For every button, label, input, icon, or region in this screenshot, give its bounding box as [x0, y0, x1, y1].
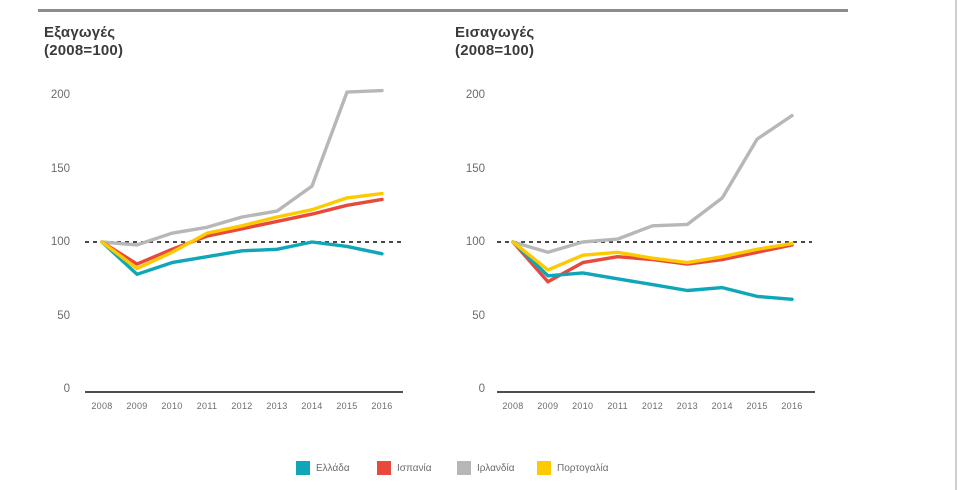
legend-swatch-ireland: [457, 461, 471, 475]
imports-title-subtext: (2008=100): [455, 42, 535, 59]
imports-line-portugal: [511, 240, 794, 272]
exports-xtick-2016: 2016: [371, 401, 393, 411]
imports-xtick-2008: 2008: [502, 401, 524, 411]
imports-xtick-2009: 2009: [537, 401, 559, 411]
imports-ytick-150: 150: [465, 162, 485, 175]
top-rule: [38, 9, 848, 12]
imports-ytick-0: 0: [478, 383, 485, 395]
imports-title-text: Εισαγωγές: [455, 24, 535, 41]
imports-xtick-2013: 2013: [676, 401, 698, 411]
imports-line-ireland: [511, 113, 794, 255]
exports-ytick-100: 100: [50, 236, 70, 248]
imports-chart-title: Εισαγωγές (2008=100): [455, 24, 534, 60]
exports-title-text: Εξαγωγές: [44, 24, 116, 41]
imports-xtick-2016: 2016: [781, 401, 803, 411]
page-right-border: [955, 0, 957, 490]
imports-xtick-2012: 2012: [641, 401, 664, 411]
legend-label-portugal: Πορτογαλία: [557, 463, 609, 474]
exports-ytick-150: 150: [50, 162, 70, 175]
imports-xtick-2010: 2010: [572, 401, 594, 411]
exports-xtick-2012: 2012: [231, 401, 253, 411]
imports-line-greece: [511, 240, 794, 301]
imports-ytick-200: 200: [465, 89, 485, 101]
imports-ytick-100: 100: [465, 236, 485, 248]
legend-label-spain: Ισπανία: [397, 463, 432, 474]
exports-xtick-2011: 2011: [196, 401, 218, 411]
exports-line-spain: [100, 197, 384, 266]
exports-ytick-0: 0: [63, 383, 70, 395]
imports-xtick-2011: 2011: [607, 401, 628, 411]
legend-swatch-portugal: [537, 461, 551, 475]
exports-xtick-2010: 2010: [161, 401, 183, 411]
exports-xtick-2015: 2015: [336, 401, 358, 411]
exports-chart-title: Εξαγωγές (2008=100): [44, 24, 123, 60]
exports-plot-area: [85, 88, 403, 393]
legend-swatch-spain: [377, 461, 391, 475]
exports-xtick-2009: 2009: [126, 401, 148, 411]
imports-ytick-50: 50: [472, 309, 485, 322]
exports-line-greece: [100, 240, 384, 276]
imports-xtick-2014: 2014: [711, 401, 733, 411]
legend-label-ireland: Ιρλανδία: [477, 463, 515, 474]
exports-line-portugal: [100, 191, 384, 271]
exports-xtick-2008: 2008: [91, 401, 113, 411]
exports-title-subtext: (2008=100): [44, 42, 124, 59]
legend-swatch-greece: [296, 461, 310, 475]
imports-xtick-2015: 2015: [746, 401, 768, 411]
exports-xtick-2014: 2014: [301, 401, 323, 411]
exports-ytick-200: 200: [50, 89, 70, 101]
exports-ytick-50: 50: [57, 309, 70, 322]
chart-legend: Ελλάδα Ισπανία Ιρλανδία Πορτογαλία: [0, 461, 964, 479]
exports-xtick-2013: 2013: [266, 401, 288, 411]
exports-line-ireland: [100, 88, 384, 247]
legend-label-greece: Ελλάδα: [316, 463, 350, 474]
imports-plot-area: [497, 113, 815, 393]
